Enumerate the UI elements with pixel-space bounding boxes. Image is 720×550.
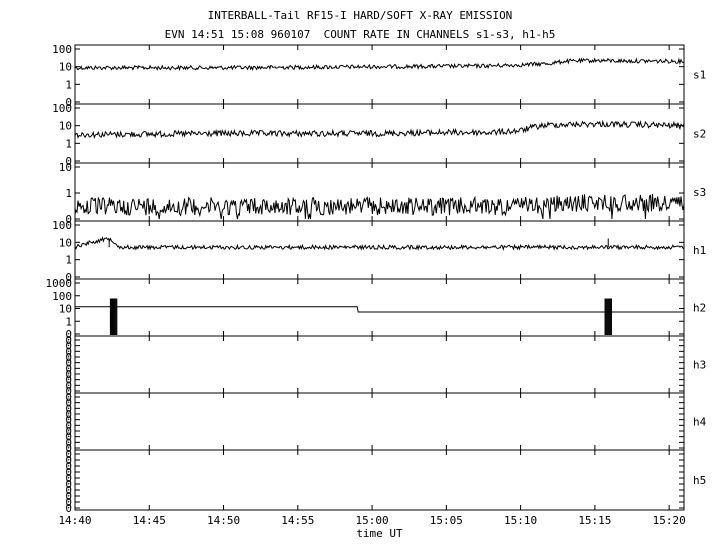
ytick-label: 0 — [65, 379, 72, 392]
xtick-label: 14:40 — [58, 514, 91, 527]
ytick-label: 100 — [52, 102, 72, 115]
ytick-label: 0 — [65, 357, 72, 370]
xtick-label: 15:00 — [356, 514, 389, 527]
ytick-label: 0 — [65, 408, 72, 421]
ytick-label: 0 — [65, 442, 72, 455]
ytick-label: 1 — [65, 78, 72, 91]
ytick-label: 10 — [59, 236, 72, 249]
panel-label-h2: h2 — [693, 302, 706, 315]
x-axis-label: time UT — [356, 527, 403, 540]
ytick-label: 0 — [65, 362, 72, 375]
ytick-label: 1 — [65, 187, 72, 200]
ytick-label: 0 — [65, 374, 72, 387]
xtick-label: 15:05 — [430, 514, 463, 527]
ytick-label: 0 — [65, 345, 72, 358]
ytick-label: 0 — [65, 414, 72, 427]
ytick-label: 0 — [65, 328, 72, 341]
panel-label-h5: h5 — [693, 474, 706, 487]
ytick-label: 0 — [65, 385, 72, 398]
panel-label-h1: h1 — [693, 244, 706, 257]
ytick-label: 0 — [65, 419, 72, 432]
ytick-label: 0 — [65, 454, 72, 467]
ytick-label: 0 — [65, 155, 72, 168]
ytick-label: 0 — [65, 340, 72, 353]
panel-frame-s1 — [74, 44, 685, 105]
series-line-s1 — [74, 57, 685, 72]
ytick-label: 0 — [65, 334, 72, 347]
xtick-label: 14:55 — [281, 514, 314, 527]
ytick-label: 0 — [65, 391, 72, 404]
ytick-label: 0 — [65, 431, 72, 444]
panel-label-s1: s1 — [693, 69, 706, 82]
panel-label-h3: h3 — [693, 359, 706, 372]
ytick-label: 0 — [65, 397, 72, 410]
ytick-label: 100 — [52, 290, 72, 303]
ytick-label: 0 — [65, 213, 72, 226]
ytick-label: 0 — [65, 502, 72, 515]
ytick-label: 10 — [59, 303, 72, 316]
ytick-label: 1000 — [46, 277, 73, 290]
ytick-label: 10 — [59, 120, 72, 133]
ytick-label: 10 — [59, 61, 72, 74]
panel-frame-h1 — [74, 220, 685, 280]
ytick-label: 0 — [65, 460, 72, 473]
series-line-s3 — [74, 194, 685, 220]
panel-frame-s2 — [74, 103, 685, 164]
series-line-s2 — [74, 119, 685, 139]
ytick-label: 0 — [65, 478, 72, 491]
ytick-label: 100 — [52, 43, 72, 56]
panel-frame-h3 — [74, 335, 685, 394]
ytick-label: 1 — [65, 137, 72, 150]
ytick-label: 10 — [59, 161, 72, 174]
ytick-label: 0 — [65, 368, 72, 381]
ytick-label: 1 — [65, 254, 72, 267]
panel-frame-h2 — [74, 278, 685, 337]
ytick-label: 0 — [65, 436, 72, 449]
panel-label-h4: h4 — [693, 416, 707, 429]
ytick-label: 1 — [65, 315, 72, 328]
ytick-label: 0 — [65, 351, 72, 364]
ytick-label: 0 — [65, 271, 72, 284]
ytick-label: 0 — [65, 448, 72, 461]
ytick-label: 0 — [65, 490, 72, 503]
series-line-h2 — [75, 306, 684, 313]
ytick-label: 100 — [52, 219, 72, 232]
panel-label-s2: s2 — [693, 128, 706, 141]
ytick-label: 0 — [65, 425, 72, 438]
xtick-label: 15:20 — [653, 514, 686, 527]
series-line-h1 — [74, 236, 685, 251]
xtick-label: 15:15 — [578, 514, 611, 527]
chart-subtitle: EVN 14:51 15:08 960107 COUNT RATE IN CHA… — [164, 28, 556, 41]
panel-label-s3: s3 — [693, 186, 706, 199]
ytick-label: 0 — [65, 472, 72, 485]
ytick-label: 0 — [65, 496, 72, 509]
ytick-label: 0 — [65, 466, 72, 479]
ytick-label: 0 — [65, 96, 72, 109]
ytick-label: 0 — [65, 484, 72, 497]
xtick-label: 14:45 — [133, 514, 166, 527]
chart-title: INTERBALL-Tail RF15-I HARD/SOFT X-RAY EM… — [207, 9, 513, 22]
ytick-label: 0 — [65, 402, 72, 415]
panel-frame-h4 — [74, 392, 685, 451]
xtick-label: 15:10 — [504, 514, 537, 527]
panel-frame-h5 — [74, 449, 685, 511]
xtick-label: 14:50 — [207, 514, 240, 527]
